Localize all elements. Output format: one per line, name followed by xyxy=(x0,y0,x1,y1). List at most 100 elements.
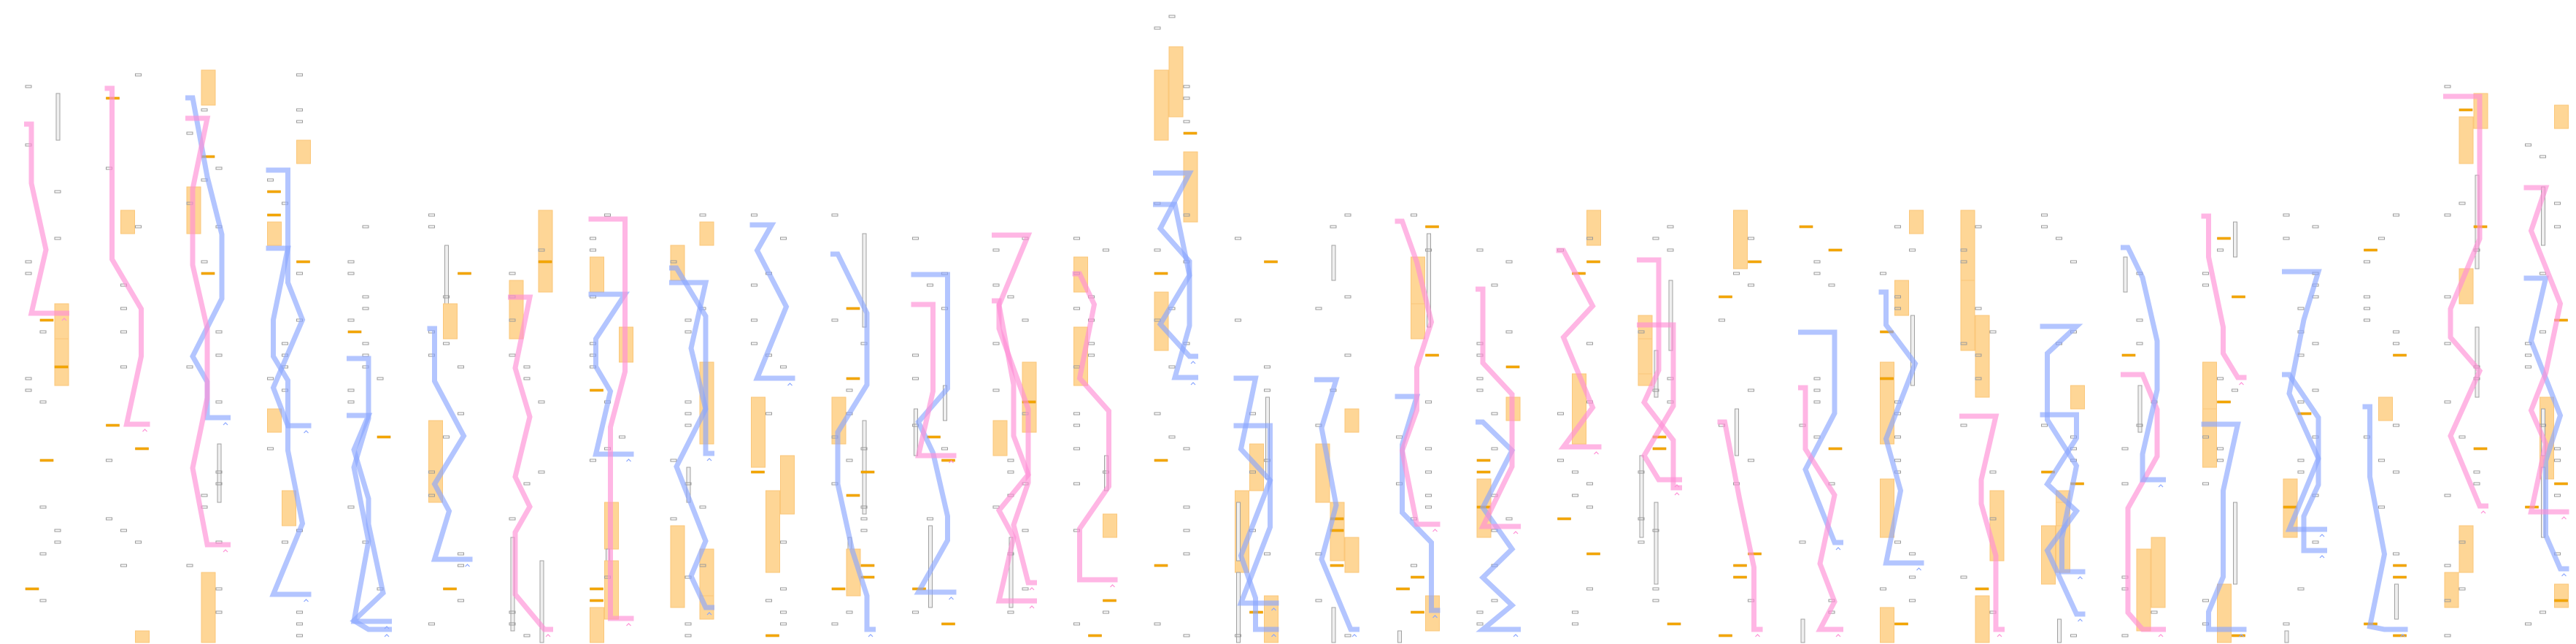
block xyxy=(1975,595,1990,643)
marker xyxy=(1183,85,1190,88)
route-path xyxy=(992,232,1037,604)
block xyxy=(780,455,795,515)
highlight-bar xyxy=(2217,237,2231,240)
marker xyxy=(428,213,435,217)
marker xyxy=(780,622,787,626)
marker xyxy=(39,505,47,509)
caret-up-icon xyxy=(304,430,309,434)
marker xyxy=(670,517,677,521)
marker xyxy=(25,377,32,380)
marker xyxy=(1007,295,1014,299)
marker xyxy=(1586,237,1593,240)
marker xyxy=(685,412,692,415)
marker xyxy=(1088,342,1095,345)
rail xyxy=(1654,502,1659,585)
marker xyxy=(1154,248,1161,252)
marker xyxy=(1168,15,1176,18)
route-path xyxy=(2523,185,2569,515)
marker xyxy=(1183,529,1190,532)
marker xyxy=(2444,400,2451,404)
marker xyxy=(1425,505,1432,509)
route-path xyxy=(427,326,473,562)
marker xyxy=(267,447,274,451)
marker xyxy=(992,248,1000,252)
caret-up-icon xyxy=(1029,587,1035,591)
highlight-bar xyxy=(590,599,603,602)
block xyxy=(590,256,604,293)
highlight-bar xyxy=(1505,365,1520,369)
marker xyxy=(2121,482,2129,486)
caret-up-icon xyxy=(1029,605,1035,609)
marker xyxy=(1022,587,1029,591)
highlight-bar xyxy=(1425,353,1439,357)
route-path xyxy=(2443,93,2488,509)
marker xyxy=(846,459,853,462)
caret-up-icon xyxy=(1271,634,1276,637)
marker xyxy=(106,459,112,462)
marker xyxy=(106,517,112,521)
block xyxy=(1103,513,1117,538)
marker xyxy=(1235,634,1241,637)
marker xyxy=(2283,237,2290,240)
rail xyxy=(2057,618,2062,643)
marker xyxy=(2473,470,2480,474)
marker xyxy=(912,377,919,380)
marker xyxy=(699,564,706,567)
block xyxy=(2554,583,2569,608)
marker xyxy=(2364,295,2370,299)
caret-up-icon xyxy=(2400,634,2405,637)
marker xyxy=(860,517,868,521)
marker xyxy=(590,237,596,240)
route-path xyxy=(2201,421,2247,632)
route-path xyxy=(185,115,231,548)
marker xyxy=(1960,248,1967,252)
marker xyxy=(1073,447,1080,451)
marker xyxy=(1989,330,1997,334)
route-path xyxy=(2040,323,2086,575)
rail xyxy=(2475,326,2480,398)
marker xyxy=(831,318,838,322)
highlight-bar xyxy=(1748,552,1762,556)
highlight-bar xyxy=(54,365,69,369)
marker xyxy=(2554,225,2561,229)
marker xyxy=(2473,482,2480,486)
marker xyxy=(1264,552,1270,556)
marker xyxy=(215,353,223,357)
marker xyxy=(1491,599,1498,602)
caret-up-icon xyxy=(1916,567,1921,571)
marker xyxy=(1007,470,1014,474)
marker xyxy=(296,622,303,626)
marker xyxy=(992,388,1000,392)
caret-up-icon xyxy=(1271,607,1276,611)
route-path xyxy=(588,216,634,621)
marker xyxy=(1154,412,1161,415)
marker xyxy=(1813,377,1821,380)
marker xyxy=(2041,213,2048,217)
rail xyxy=(1331,607,1336,643)
caret-up-icon xyxy=(1110,584,1115,588)
caret-up-icon xyxy=(2158,634,2164,637)
route-path xyxy=(669,280,714,610)
block xyxy=(428,420,443,503)
marker xyxy=(1894,307,1901,310)
route-path xyxy=(1798,329,1843,545)
route-path xyxy=(24,121,69,316)
marker xyxy=(458,599,464,602)
rail xyxy=(914,408,918,456)
highlight-bar xyxy=(941,459,955,462)
marker xyxy=(296,120,303,123)
marker xyxy=(1476,377,1484,380)
highlight-bar xyxy=(347,330,362,334)
rail xyxy=(862,420,867,515)
marker xyxy=(2378,505,2385,509)
caret-up-icon xyxy=(626,459,631,462)
marker xyxy=(1894,295,1901,299)
marker xyxy=(699,505,706,509)
marker xyxy=(1396,435,1403,439)
highlight-bar xyxy=(201,272,215,275)
block xyxy=(1411,303,1425,340)
marker xyxy=(186,365,193,369)
marker xyxy=(120,330,127,334)
marker xyxy=(215,482,223,486)
